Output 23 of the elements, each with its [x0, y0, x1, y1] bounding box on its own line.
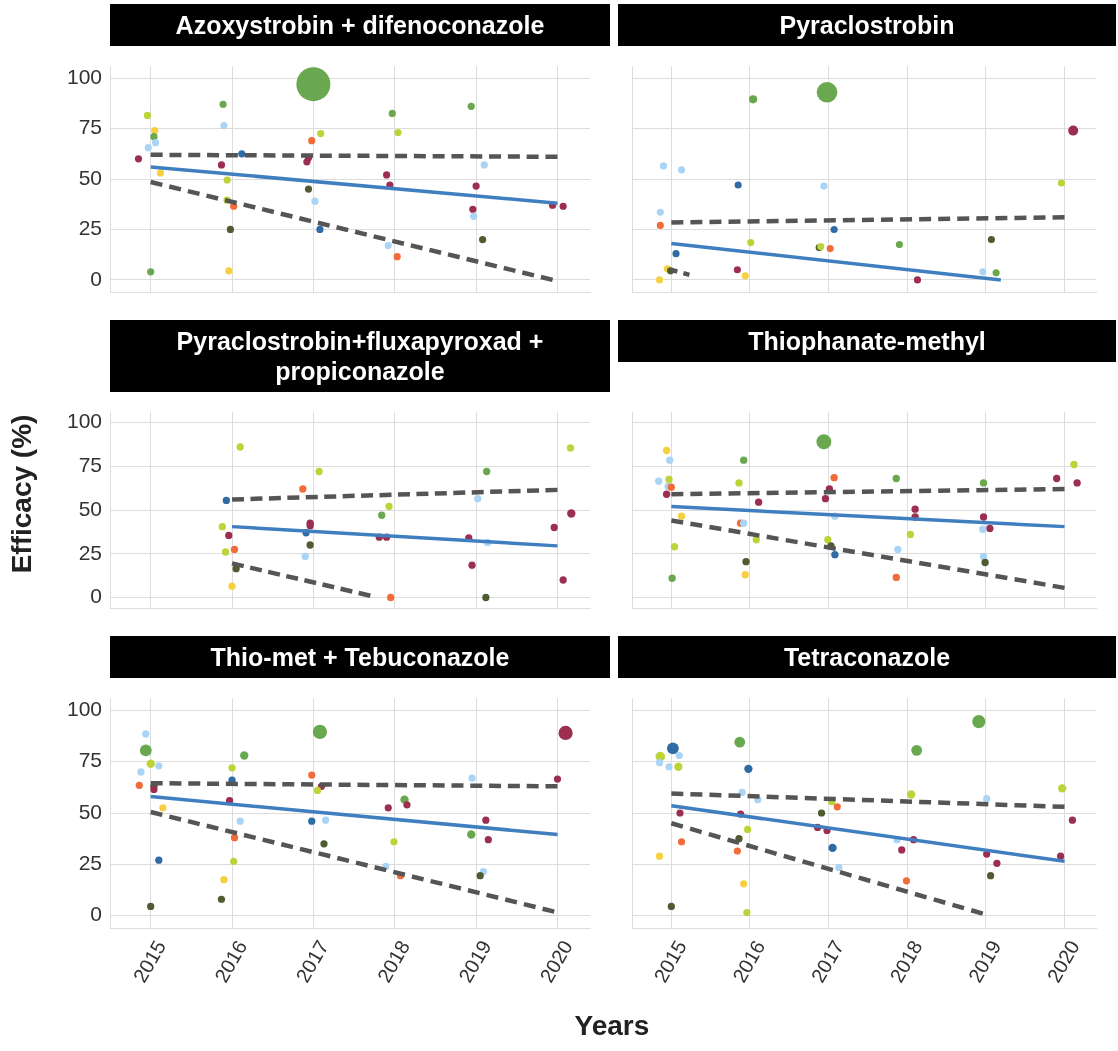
y-tick-label: 25 — [78, 851, 102, 875]
y-tick-label: 0 — [90, 584, 102, 608]
y-tick-label: 50 — [78, 799, 102, 823]
y-tick-label: 100 — [66, 697, 102, 721]
chart-title: Thiophanate-methyl — [618, 320, 1116, 362]
chart-title: Thio-met + Tebuconazole — [110, 636, 610, 678]
y-tick-label: 75 — [78, 115, 102, 139]
y-tick-label: 50 — [78, 165, 102, 189]
y-tick-label: 100 — [66, 409, 102, 433]
chart-title: Pyraclostrobin — [618, 4, 1116, 46]
y-tick-label: 100 — [66, 64, 102, 88]
y-tick-label: 25 — [78, 216, 102, 240]
chart-title: Tetraconazole — [618, 636, 1116, 678]
y-tick-label: 50 — [78, 496, 102, 520]
y-tick-label: 0 — [90, 902, 102, 926]
y-axis-title: Efficacy (%) — [5, 414, 38, 574]
x-axis-title: Years — [574, 1010, 650, 1042]
y-tick-label: 25 — [78, 540, 102, 564]
y-tick-label: 75 — [78, 748, 102, 772]
chart-title: Azoxystrobin + difenoconazole — [110, 4, 610, 46]
y-tick-label: 0 — [90, 266, 102, 290]
y-tick-label: 75 — [78, 453, 102, 477]
chart-title: Pyraclostrobin+fluxapyroxad + propiconazole — [110, 320, 610, 392]
